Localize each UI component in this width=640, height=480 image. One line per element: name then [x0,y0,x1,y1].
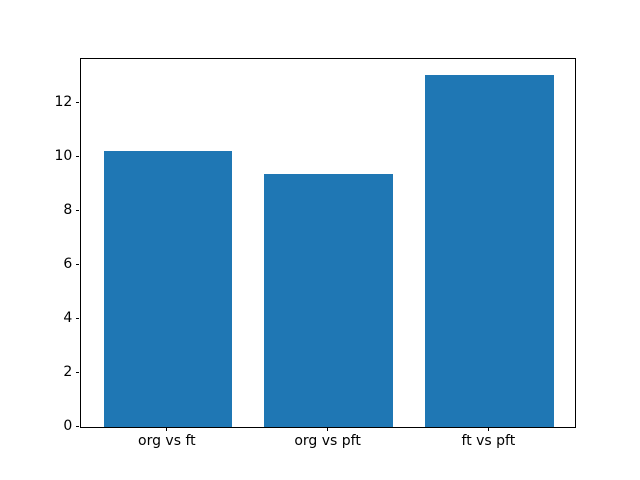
bar-ft-vs-pft [425,75,554,427]
y-tick-mark [75,263,80,265]
y-tick-mark [75,155,80,157]
bar-org-vs-pft [264,173,393,427]
x-tick-label: org vs ft [138,432,196,449]
y-tick-mark [75,426,80,427]
y-tick-mark [75,371,80,373]
x-tick-mark [327,427,328,431]
y-tick-label: 12 [54,94,73,111]
y-tick-label: 0 [63,418,73,435]
axes [80,57,577,428]
y-tick-label: 10 [54,148,73,165]
y-tick-mark [75,209,80,211]
y-tick-label: 4 [63,310,73,327]
x-tick-mark [166,427,168,431]
y-tick-label: 2 [63,364,73,381]
x-tick-mark [487,427,489,431]
x-tick-label: ft vs pft [461,432,516,449]
x-tick-label: org vs pft [294,432,361,449]
bar-org-vs-ft [103,151,233,427]
y-tick-mark [75,101,80,103]
y-tick-label: 6 [63,256,73,273]
y-tick-mark [75,317,80,319]
y-tick-label: 8 [63,202,73,219]
